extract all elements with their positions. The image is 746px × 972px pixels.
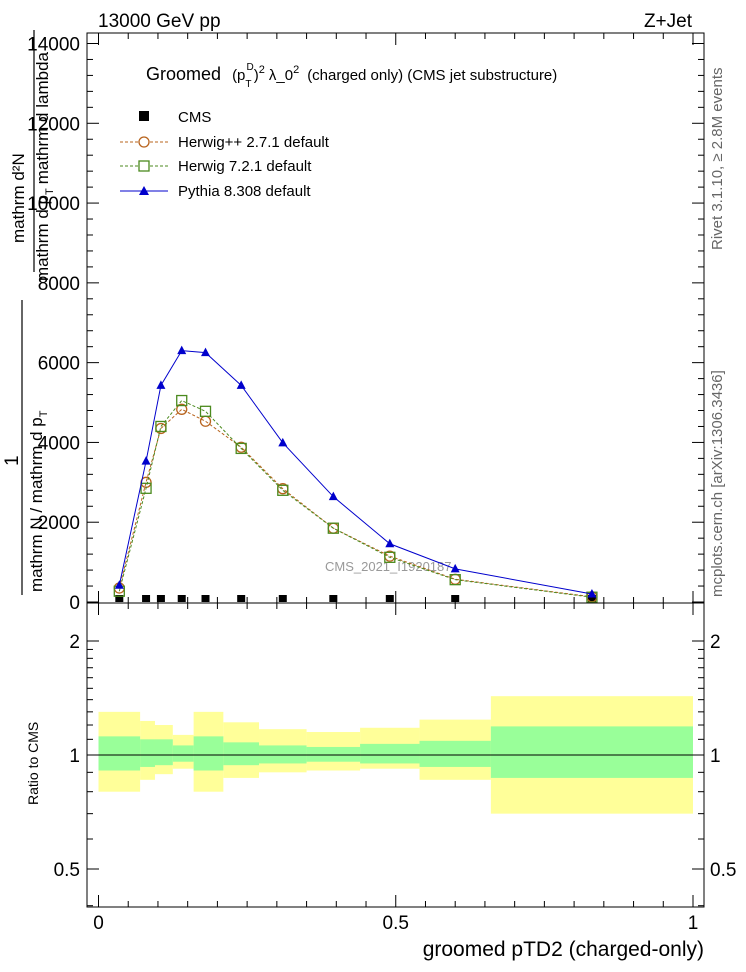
data-point [328,491,338,501]
data-point [236,380,246,389]
series-line [118,399,592,598]
x-tick-label: 1 [688,913,699,934]
data-point [277,484,289,496]
data-point [177,345,187,355]
stat-uncertainty-band [172,745,194,762]
side-text-top: Rivet 3.1.10, ≥ 2.8M events [709,68,726,251]
data-point [385,595,394,602]
y-tick-label: 8000 [38,274,80,295]
data-point [176,394,188,407]
stat-uncertainty-band [306,746,361,762]
data-point [142,595,151,602]
y-tick-label: 12000 [27,114,80,135]
stat-uncertainty-band [490,726,693,778]
series-0 [115,595,596,602]
ylabel-numer-top: mathrm d²N [9,153,28,243]
ratio-y-tick-label-right: 0.5 [710,860,736,881]
main-axes: 0 2000 4000 6000 8000 10000 12000 14000 [27,33,704,614]
y-tick-label: 14000 [27,35,80,56]
x-axis-label: groomed pTD2 (charged-only) [423,938,704,961]
series-2 [113,394,598,603]
x-tick-label: 0 [93,913,104,934]
stat-uncertainty-band [140,739,155,767]
y-tick-label: 4000 [38,433,80,454]
data-point [199,405,212,417]
ratio-y-tick-label-right: 2 [710,632,721,653]
ratio-axes: 0.5 0.5 1 1 2 2 0 0.5 1 [54,603,736,934]
ratio-y-tick-label: 1 [69,746,80,767]
ratio-y-tick-label: 0.5 [54,860,80,881]
legend-marker-cms [139,111,149,121]
stat-uncertainty-band [360,743,420,764]
data-point [587,589,597,598]
series-line [118,350,593,595]
data-point [156,595,165,602]
y-tick-label: 10000 [27,194,80,215]
series-3 [114,345,597,598]
data-point [327,522,339,534]
y-tick-label: 6000 [38,354,80,375]
data-point [176,403,188,415]
ratio-y-tick-label-right: 1 [710,746,721,767]
data-point [177,595,186,602]
data-point [115,595,124,602]
stat-uncertainty-band [98,736,141,771]
stat-uncertainty-band [419,740,491,767]
y-tick-label: 2000 [38,513,80,534]
stat-uncertainty-band [193,736,224,771]
header-right: Z+Jet [644,11,693,32]
x-tick-label: 0.5 [383,913,409,934]
data-point [140,482,152,494]
y-tick-label: 0 [69,593,80,614]
data-point [235,442,247,455]
legend: CMS Herwig++ 2.7.1 default Herwig 7.2.1 … [120,109,330,200]
legend-marker-pythia [139,186,149,195]
ylabel-numer-bottom: mathrm N / mathrm d pT [27,410,50,592]
legend-label-cms: CMS [178,109,211,126]
ylabel-one: 1 [2,455,23,466]
legend-label-herwigpp: Herwig++ 2.7.1 default [178,134,330,151]
data-point [384,551,396,563]
data-point [329,595,338,602]
stat-uncertainty-band [223,742,260,766]
data-point [156,380,166,389]
stat-uncertainty-band [259,745,307,764]
main-panel: Groomed (pTD)2 λ_02 (charged only) (CMS je… [27,32,705,614]
data-point [385,538,395,548]
ratio-bands [87,696,704,814]
side-text-bottom: mcplots.cern.ch [arXiv:1306.3436] [709,370,726,597]
data-point [114,580,124,589]
data-point [201,347,211,357]
ratio-y-tick-label: 2 [69,632,80,653]
data-point [201,595,210,602]
data-point [449,574,461,586]
data-point [237,595,246,602]
series-line [118,408,592,598]
watermark: CMS_2021_I1920187 [325,559,452,574]
data-point [278,595,287,602]
legend-marker-herwig7 [138,160,150,172]
legend-label-pythia: Pythia 8.308 default [178,183,311,200]
data-point [141,456,151,465]
legend-marker-herwigpp [138,136,150,148]
data-point [278,437,288,447]
header-left: 13000 GeV pp [98,11,221,32]
ratio-panel: 0.5 0.5 1 1 2 2 0 0.5 1 Ratio to CMS groomed pTD… [25,602,736,961]
main-series [113,345,598,603]
stat-uncertainty-band [154,739,173,766]
data-point [451,595,460,602]
chart-title: Groomed (pTD)2 λ_02 (charged only) (CMS je… [146,62,557,90]
data-point [450,563,460,573]
ylabel-denom-top: mathrm d pTmathrm d lambda [33,51,56,281]
data-point [199,415,212,427]
main-ylabel: mathrm d²N mathrm d pTmathrm d lambda 1 … [2,30,56,595]
data-point [155,420,167,433]
ratio-ylabel: Ratio to CMS [25,722,41,805]
legend-label-herwig7: Herwig 7.2.1 default [178,158,312,175]
data-point [587,595,596,602]
